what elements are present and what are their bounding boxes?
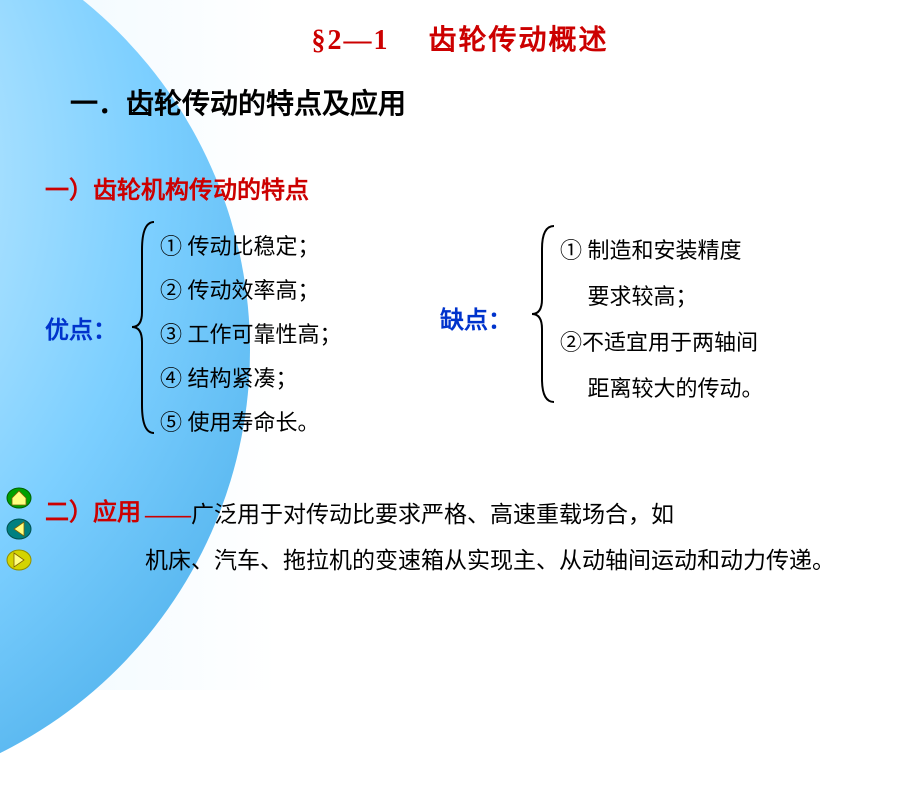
advantage-item: ② 传动效率高； [160, 269, 342, 313]
subheading-characteristics: 一）齿轮机构传动的特点 [45, 170, 309, 205]
advantage-item: ③ 工作可靠性高； [160, 313, 342, 357]
disadvantage-item: ②不适宜用于两轴间 [560, 320, 764, 366]
disadvantages-label: 缺点： [440, 300, 512, 335]
nav-controls [6, 485, 32, 578]
advantages-list: ① 传动比稳定； ② 传动效率高； ③ 工作可靠性高； ④ 结构紧凑； ⑤ 使用… [160, 225, 342, 445]
application-dash: —— [145, 502, 191, 527]
advantage-item: ① 传动比稳定； [160, 225, 342, 269]
advantage-item: ④ 结构紧凑； [160, 357, 342, 401]
disadvantage-item: ① 制造和安装精度 [560, 228, 764, 274]
forward-icon[interactable] [6, 547, 32, 573]
disadvantage-item: 要求较高； [560, 274, 764, 320]
application-text: ——广泛用于对传动比要求严格、高速重载场合，如 机床、汽车、拖拉机的变速箱从实现… [145, 492, 885, 584]
application-label: 二）应用 [45, 492, 141, 527]
advantages-label: 优点： [45, 310, 117, 345]
page-title: §2—1 齿轮传动概述 [0, 0, 920, 58]
application-line2: 机床、汽车、拖拉机的变速箱从实现主、从动轴间运动和动力传递。 [145, 548, 835, 573]
heading-features: 一．齿轮传动的特点及应用 [70, 82, 406, 122]
advantage-item: ⑤ 使用寿命长。 [160, 401, 342, 445]
disadvantages-list: ① 制造和安装精度 要求较高； ②不适宜用于两轴间 距离较大的传动。 [560, 228, 764, 412]
disadvantage-item: 距离较大的传动。 [560, 366, 764, 412]
back-icon[interactable] [6, 516, 32, 542]
application-line1: 广泛用于对传动比要求严格、高速重载场合，如 [191, 502, 674, 527]
home-icon[interactable] [6, 485, 32, 511]
